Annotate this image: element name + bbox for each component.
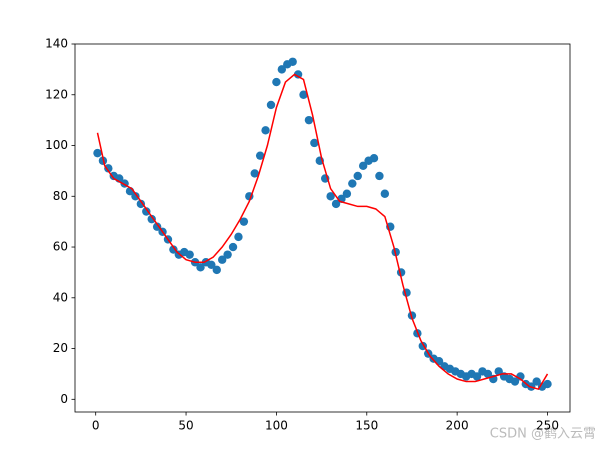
y-tick-label: 80 [53, 189, 68, 203]
scatter-point [272, 77, 281, 87]
scatter-point [136, 199, 146, 209]
scatter-point [261, 126, 270, 135]
scatter-point [131, 192, 140, 201]
scatter-point [299, 90, 308, 99]
y-tick-label: 0 [60, 392, 68, 406]
x-tick-label: 150 [355, 419, 378, 433]
scatter-point [375, 171, 384, 181]
scatter-point [326, 192, 335, 201]
watermark: CSDN @鹤入云霄 [490, 426, 596, 442]
scatter-point [494, 367, 503, 376]
scatter-point [196, 263, 205, 272]
scatter-point [266, 100, 276, 110]
scatter-point [472, 372, 482, 381]
scatter-point [532, 377, 541, 386]
scatter-point [369, 154, 379, 163]
scatter-point [255, 151, 265, 160]
scatter-point [250, 169, 259, 178]
scatter-point [358, 161, 368, 171]
y-tick-label: 140 [45, 37, 68, 51]
scatter-point [293, 70, 303, 79]
scatter-point [93, 148, 102, 158]
scatter-point [353, 171, 362, 181]
scatter-point [331, 199, 341, 209]
fit-line [96, 73, 549, 391]
y-tick-label: 120 [45, 87, 68, 101]
scatter-point [304, 115, 314, 125]
x-tick-label: 250 [536, 419, 559, 433]
scatter-point [147, 214, 156, 224]
scatter-point [348, 179, 357, 188]
scatter-point [310, 138, 319, 148]
scatter-point [104, 164, 113, 173]
x-tick-label: 100 [265, 419, 288, 433]
scatter-point [212, 265, 221, 275]
y-tick-label: 60 [53, 240, 68, 254]
scatter-point [510, 377, 520, 386]
scatter-point [239, 217, 249, 226]
scatter-point [380, 189, 390, 198]
scatter-point [543, 379, 552, 389]
scatter-point [234, 232, 243, 242]
scatter-point [152, 222, 162, 231]
scatter-point [217, 255, 227, 264]
scatter-point [207, 260, 216, 269]
scatter-point [277, 65, 287, 74]
scatter-point [288, 57, 297, 66]
scatter-point [142, 207, 151, 216]
x-tick-label: 0 [92, 419, 100, 433]
scatter-point [169, 245, 178, 254]
x-tick-label: 200 [446, 419, 469, 433]
axes-frame [74, 43, 571, 413]
scatter-point [228, 242, 238, 252]
y-tick-label: 100 [45, 138, 68, 152]
y-tick-label: 40 [53, 290, 68, 304]
scatter-point [483, 369, 493, 379]
x-tick-label: 50 [178, 419, 193, 433]
y-tick-label: 20 [53, 341, 68, 355]
scatter-point [342, 189, 352, 198]
scatter-point [223, 250, 232, 259]
scatter-point [185, 250, 194, 259]
